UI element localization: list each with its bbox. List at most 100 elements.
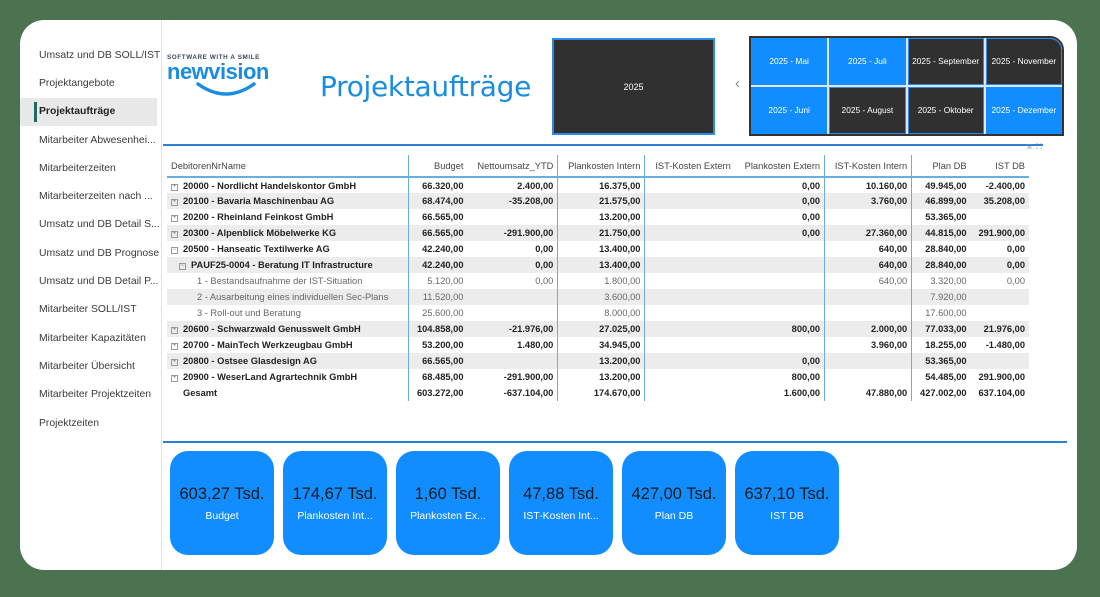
value-cell: 1.800,00 [557,273,646,289]
value-cell: 3.960,00 [824,337,913,353]
kpi-card[interactable]: 47,88 Tsd. IST-Kosten Int... [509,451,613,555]
value-cell: 53.365,00 [925,212,967,222]
value-cell: 66.565,00 [408,353,468,369]
table-row[interactable]: 3 - Roll-out und Beratung 25.600,00 8.000,… [167,305,1029,321]
table-row[interactable]: −20500 - Hanseatic Textilwerke AG 42.240,… [167,241,1029,257]
value-cell: 800,00 [734,321,826,337]
value-cell: 18.255,00 [925,340,967,350]
sidebar-item-12[interactable]: Mitarbeiter Projektzeiten [39,389,152,401]
visual-header-icons: ⩸ ⛶ [1027,142,1043,152]
value-cell: -35.208,00 [467,193,559,209]
row-label-wrap: 2 - Ausarbeitung eines individuellen Sec… [171,292,388,302]
expand-icon[interactable]: + [171,343,178,350]
value-cell [645,305,735,321]
expand-icon[interactable]: + [171,327,178,334]
kpi-value: 603,27 Tsd. [179,484,265,503]
sidebar-item-11[interactable]: Mitarbeiter Übersicht [39,360,135,372]
table-row[interactable]: +20900 - WeserLand Agrartechnik GmbH 68.4… [167,369,1029,385]
chevron-left-icon[interactable]: ‹ [735,75,740,92]
table-row[interactable]: +20800 - Ostsee Glasdesign AG 66.565,00 13… [167,353,1029,369]
row-label-cell: +20700 - MainTech Werkzeugbau GmbH [167,337,410,353]
month-slicer-item[interactable]: 2025 - Mai [751,38,828,85]
column-header[interactable]: Plankosten Intern [557,155,646,178]
column-header[interactable]: Nettoumsatz_YTD [467,155,559,178]
row-label: 20900 - WeserLand Agrartechnik GmbH [183,372,358,382]
kpi-card[interactable]: 174,67 Tsd. Plankosten Int... [283,451,387,555]
value-cell: 21.976,00 [970,321,1029,337]
month-slicer-item[interactable]: 2025 - August [829,87,906,134]
table-row[interactable]: +20200 - Rheinland Feinkost GmbH 66.565,0… [167,209,1029,225]
expand-icon[interactable]: + [171,183,178,191]
sidebar-item-0[interactable]: Umsatz und DB SOLL/IST [39,49,161,61]
focus-mode-icon[interactable]: ⛶ [1036,142,1043,151]
kpi-card[interactable]: 637,10 Tsd. IST DB [735,451,839,555]
sidebar-item-8[interactable]: Umsatz und DB Detail P... [39,276,159,288]
month-slicer-item[interactable]: 2025 - November [985,38,1062,85]
value-cell: 28.840,00 [911,257,971,273]
sidebar-item-10[interactable]: Mitarbeiter Kapazitäten [39,332,146,344]
column-header[interactable]: IST-Kosten Intern [824,155,913,178]
sidebar-item-1[interactable]: Projektangebote [39,77,115,89]
column-header[interactable]: DebitorenNrName [167,155,410,178]
value-cell: 0,00 [970,257,1029,273]
expand-icon[interactable]: + [171,199,178,206]
year-slicer-2025[interactable]: 2025 [552,38,715,135]
month-slicer-item[interactable]: 2025 - Dezember [985,87,1062,134]
value-cell: 2.000,00 [824,321,913,337]
value-cell: 66.565,00 [422,212,464,222]
sidebar-item-6[interactable]: Umsatz und DB Detail S... [39,219,160,231]
expand-icon[interactable]: + [171,359,178,366]
expand-icon[interactable]: + [171,231,178,238]
sidebar-item-2[interactable]: Projektaufträge [20,97,157,126]
kpi-value: 1,60 Tsd. [414,484,482,503]
collapse-icon[interactable]: − [179,263,186,270]
month-slicer-item[interactable]: 2025 - September [907,38,984,85]
value-cell [734,273,826,289]
value-cell: 0,00 [734,209,826,225]
row-label-wrap: +20700 - MainTech Werkzeugbau GmbH [171,340,353,350]
row-label: 1 - Bestandsaufnahme der IST-Situation [197,276,363,286]
value-cell: 16.375,00 [557,177,646,193]
value-cell: 1.480,00 [467,337,559,353]
kpi-card[interactable]: 603,27 Tsd. Budget [170,451,274,555]
sidebar-item-5[interactable]: Mitarbeiterzeiten nach ... [39,191,153,203]
month-slicer-item[interactable]: 2025 - Juli [829,38,906,85]
table-row[interactable]: − PAUF25-0004 - Beratung IT Infrastructur… [167,257,1029,273]
column-header[interactable]: Plan DB [911,155,971,178]
table-row[interactable]: +20700 - MainTech Werkzeugbau GmbH 53.200… [167,337,1029,353]
sidebar-item-3[interactable]: Mitarbeiter Abwesenhei... [39,134,156,146]
row-label-cell: +20900 - WeserLand Agrartechnik GmbH [167,369,410,385]
row-label-wrap: +20600 - Schwarzwald Genusswelt GmbH [171,324,361,334]
month-slicer-item[interactable]: 2025 - Oktober [907,87,984,134]
expand-icon[interactable]: + [171,215,178,222]
column-header[interactable]: Budget [408,155,468,178]
kpi-card[interactable]: 1,60 Tsd. Plankosten Ex... [396,451,500,555]
table-row[interactable]: 2 - Ausarbeitung eines individuellen Sec… [167,289,1029,305]
value-cell [467,305,559,321]
value-cell: 53.365,00 [911,353,971,369]
column-header[interactable]: IST DB [970,155,1029,178]
total-value: 47.880,00 [824,385,913,401]
value-cell: 66.320,00 [422,180,464,191]
sidebar-item-9[interactable]: Mitarbeiter SOLL/IST [39,304,137,316]
column-header[interactable]: IST-Kosten Extern [644,155,735,178]
sidebar-item-4[interactable]: Mitarbeiterzeiten [39,162,116,174]
row-label: 20100 - Bavaria Maschinenbau AG [183,196,335,206]
column-header[interactable]: Plankosten Extern [734,155,826,178]
value-cell: 640,00 [824,273,913,289]
sidebar-item-7[interactable]: Umsatz und DB Prognose [39,247,160,259]
kpi-card[interactable]: 427,00 Tsd. Plan DB [622,451,726,555]
month-slicer-item[interactable]: 2025 - Juni [751,87,828,134]
table-row[interactable]: +20300 - Alpenblick Möbelwerke KG 66.565,… [167,225,1029,241]
table-row[interactable]: +20100 - Bavaria Maschinenbau AG 68.474,0… [167,193,1029,209]
value-cell [645,177,735,193]
table-row[interactable]: 1 - Bestandsaufnahme der IST-Situation 5.… [167,273,1029,289]
table-row[interactable]: +20000 - Nordlicht Handelskontor GmbH 66.… [167,177,1029,193]
table-row[interactable]: +20600 - Schwarzwald Genusswelt GmbH 104.… [167,321,1029,337]
value-cell [644,353,735,369]
sidebar-item-13[interactable]: Projektzeiten [39,417,100,429]
collapse-icon[interactable]: − [171,247,178,254]
filter-icon[interactable]: ⩸ [1027,142,1033,151]
value-cell [467,209,559,225]
expand-icon[interactable]: + [171,375,178,382]
